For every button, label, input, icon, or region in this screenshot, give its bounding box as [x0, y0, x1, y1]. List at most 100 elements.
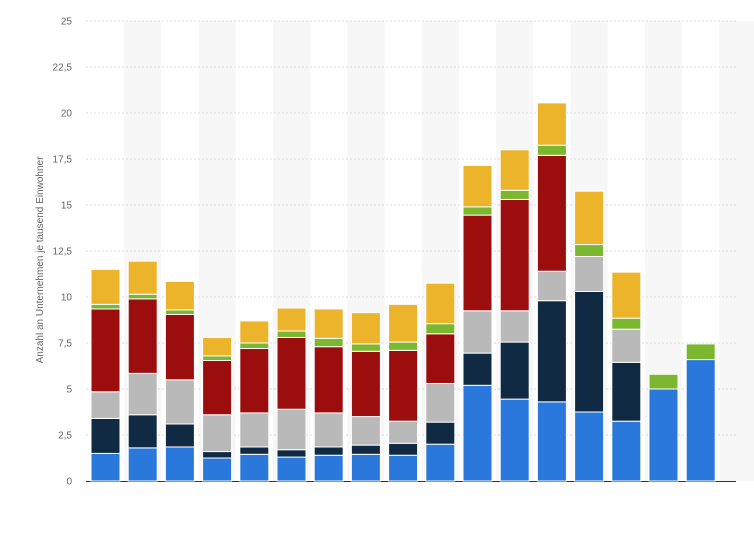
bar-segment [425, 323, 456, 335]
bar-segment [202, 457, 233, 482]
bar-segment [276, 330, 307, 338]
bar-segment [574, 256, 605, 292]
y-tick-label: 5 [66, 385, 72, 396]
bar-segment [239, 320, 270, 344]
y-tick-label: 2,5 [58, 431, 72, 442]
bar-segment [239, 412, 270, 448]
bar-segment [388, 420, 419, 444]
bar-segment [462, 214, 493, 312]
y-tick-label: 20 [61, 109, 73, 120]
bar-segment [388, 349, 419, 422]
bar-segment [202, 451, 233, 459]
column-band [719, 21, 754, 481]
y-tick-label: 10 [61, 293, 73, 304]
bar-segment [499, 310, 530, 343]
bar-segment [276, 408, 307, 451]
bar-segment [276, 456, 307, 482]
bar-segment [388, 454, 419, 482]
bar-segment [462, 310, 493, 354]
bar-segment [536, 401, 567, 482]
bar-segment [313, 346, 344, 414]
bar-segment [127, 372, 158, 416]
bar-segment [425, 421, 456, 445]
bar-segment [499, 398, 530, 482]
bar-segment [611, 317, 642, 330]
bar-segment [313, 446, 344, 456]
bar-segment [90, 417, 121, 454]
bar-segment [202, 336, 233, 357]
bar-segment [685, 343, 716, 361]
bar-segment [350, 453, 381, 482]
bar-segment [313, 337, 344, 348]
y-tick-label: 22,5 [53, 63, 73, 74]
bar-segment [425, 333, 456, 384]
bar-segment [90, 303, 121, 310]
y-tick-label: 0 [66, 477, 72, 488]
bar-segment [574, 290, 605, 413]
bar-segment [239, 446, 270, 455]
bar-segment [499, 189, 530, 200]
bar-segment [350, 350, 381, 418]
bar-segment [499, 149, 530, 191]
bar-segment [164, 446, 195, 482]
bar-segment [127, 260, 158, 295]
bar-segment [350, 343, 381, 352]
bar-segment [685, 359, 716, 482]
y-tick-label: 15 [61, 201, 73, 212]
bar-segment [536, 270, 567, 302]
bar-segment [499, 341, 530, 400]
y-tick-label: 7,5 [58, 339, 72, 350]
bar-segment [164, 423, 195, 448]
bar-segment [350, 444, 381, 455]
bar-segment [313, 308, 344, 339]
bar-segment [164, 313, 195, 381]
bar-segment [462, 352, 493, 386]
bar-segment [90, 452, 121, 482]
bar-segment [202, 355, 233, 361]
y-tick-label: 17,5 [53, 155, 73, 166]
bar-segment [574, 411, 605, 482]
bar-segment [239, 342, 270, 350]
y-tick-label: 25 [61, 17, 73, 28]
bar-segment [350, 416, 381, 446]
bars [90, 102, 716, 482]
bar-segment [462, 164, 493, 208]
bar-segment [648, 373, 679, 390]
bar-segment [611, 328, 642, 363]
bar-segment [313, 412, 344, 448]
bar-segment [536, 102, 567, 146]
bar-segment [90, 391, 121, 419]
bar-segment [202, 414, 233, 453]
bar-segment [276, 449, 307, 458]
bar-segment [611, 420, 642, 482]
bar-segment [536, 144, 567, 156]
y-tick-labels: 0 2,5 5 7,5 10 12,5 15 17,5 20 22,5 25 [53, 17, 73, 488]
bar-segment [536, 300, 567, 403]
bar-segment [313, 454, 344, 482]
bar-segment [239, 453, 270, 482]
y-tick-label: 12,5 [53, 247, 73, 258]
bar-segment [425, 282, 456, 325]
bar-segment [388, 341, 419, 351]
bar-segment [276, 307, 307, 332]
bar-segment [202, 359, 233, 416]
bar-segment [350, 312, 381, 345]
bar-segment [388, 303, 419, 343]
bar-segment [574, 244, 605, 258]
bar-segment [462, 206, 493, 216]
bar-segment [611, 361, 642, 422]
bar-segment [90, 268, 121, 305]
bar-segment [164, 309, 195, 315]
bar-segment [611, 271, 642, 319]
bar-segment [574, 190, 605, 246]
bar-segment [127, 293, 158, 300]
bar-segment [462, 384, 493, 482]
bar-segment [164, 379, 195, 425]
bar-segment [127, 298, 158, 374]
bar-segment [127, 414, 158, 449]
bar-segment [276, 336, 307, 410]
bar-segment [239, 348, 270, 414]
bar-segment [127, 447, 158, 482]
bar-segment [425, 382, 456, 423]
